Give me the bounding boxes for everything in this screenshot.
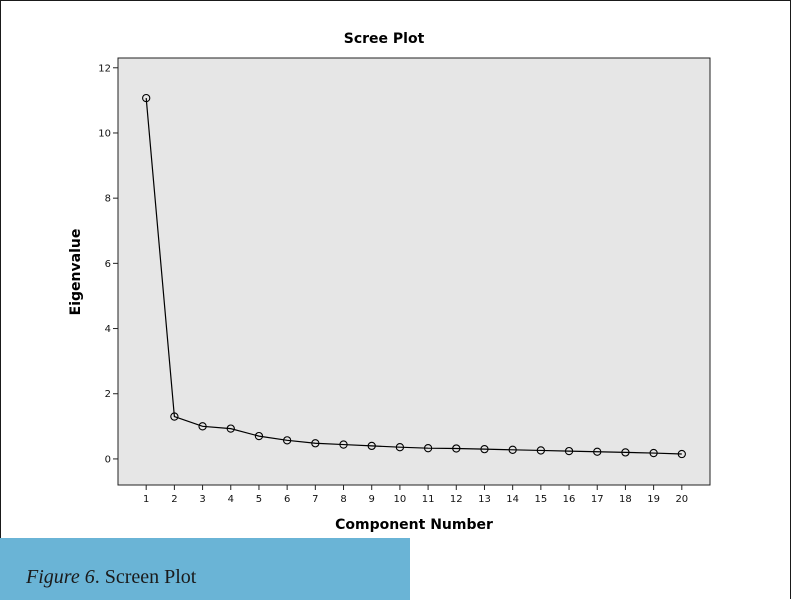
- data-point: [564, 446, 574, 456]
- y-tick-label: 12: [98, 63, 111, 74]
- y-tick-label: 4: [105, 324, 111, 335]
- x-tick-label: 6: [284, 494, 290, 505]
- eigenvalue-points: [142, 93, 686, 459]
- y-axis: 0 2 4 6 8 10 12: [98, 63, 118, 465]
- x-tick-label: 11: [422, 494, 435, 505]
- y-tick-label: 10: [98, 128, 111, 139]
- data-point: [536, 446, 546, 455]
- y-axis-label: Eigenvalue: [68, 229, 84, 316]
- x-tick-label: 15: [534, 494, 547, 505]
- x-tick-label: 4: [228, 494, 234, 505]
- x-tick-label: 7: [312, 494, 318, 505]
- x-tick-label: 10: [394, 494, 407, 505]
- x-axis: 1 2 3 4 5 6 7 8 9 10 11 12 13 14 15 16 17 18 19 20: [143, 485, 688, 505]
- x-tick-label: 13: [478, 494, 491, 505]
- x-tick-label: 16: [563, 494, 576, 505]
- x-tick-label: 3: [199, 494, 205, 505]
- data-point: [649, 448, 658, 458]
- x-tick-label: 9: [369, 494, 375, 505]
- data-point: [593, 447, 602, 456]
- x-tick-label: 5: [256, 494, 262, 505]
- figure-caption: Figure 6. Screen Plot: [26, 566, 196, 589]
- eigenvalue-line: [145, 98, 682, 455]
- data-point: [367, 441, 376, 451]
- figure-label: Figure 6: [26, 566, 95, 588]
- data-point: [395, 443, 405, 452]
- data-point: [621, 448, 630, 457]
- plot-area: [117, 57, 711, 486]
- x-tick-label: 19: [647, 494, 660, 505]
- y-tick-label: 0: [105, 454, 111, 465]
- x-tick-label: 17: [591, 494, 604, 505]
- data-point: [339, 440, 348, 449]
- x-tick-label: 8: [340, 494, 346, 505]
- x-tick-label: 20: [675, 494, 688, 505]
- x-tick-label: 2: [171, 494, 177, 505]
- data-point: [508, 445, 517, 454]
- x-tick-label: 12: [450, 494, 463, 505]
- y-tick-label: 6: [105, 259, 111, 270]
- data-point: [170, 412, 179, 421]
- data-point: [480, 444, 489, 454]
- x-tick-label: 18: [619, 494, 632, 505]
- data-point: [311, 439, 320, 448]
- x-tick-label: 14: [506, 494, 519, 505]
- data-point: [677, 449, 686, 459]
- caption-text: . Screen Plot: [94, 566, 197, 588]
- data-point: [423, 444, 433, 453]
- data-point: [142, 93, 151, 103]
- x-tick-label: 1: [143, 494, 149, 505]
- x-axis-label: Component Number: [335, 517, 493, 533]
- chart-title: Scree Plot: [344, 31, 425, 47]
- data-point: [254, 431, 264, 441]
- data-point: [198, 422, 207, 431]
- data-point: [452, 444, 461, 453]
- y-tick-label: 8: [105, 194, 111, 205]
- data-point: [226, 424, 235, 433]
- y-tick-label: 2: [105, 389, 111, 400]
- data-point: [282, 436, 292, 445]
- caption-band: [0, 538, 410, 600]
